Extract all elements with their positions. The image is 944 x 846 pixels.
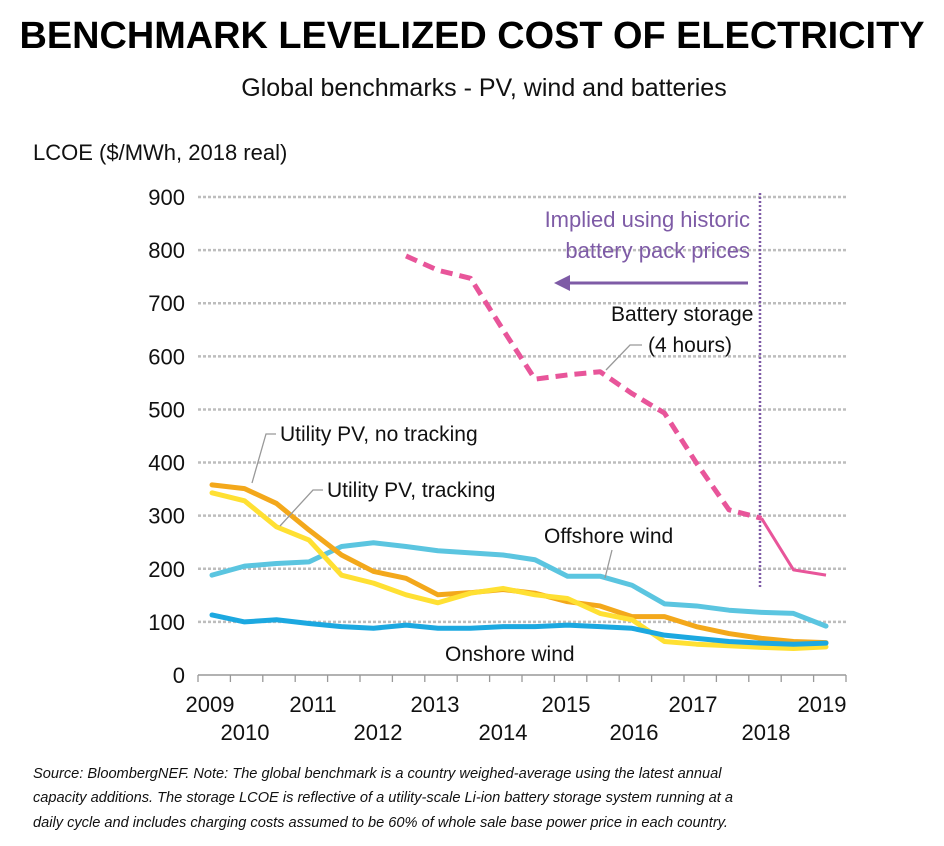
series-line-onshore-wind	[209, 612, 829, 647]
y-tick-labels: 0 100 200 300 400 500 600 700 800 900	[148, 185, 185, 688]
y-tick-label: 700	[148, 291, 185, 316]
implied-arrow-head-icon	[554, 275, 570, 291]
gridlines	[198, 195, 846, 624]
pv-no-tracking-leader-line	[251, 433, 276, 484]
y-tick-label: 600	[148, 344, 185, 369]
chart-subtitle: Global benchmarks - PV, wind and batteri…	[241, 74, 726, 102]
y-tick-label: 300	[148, 504, 185, 529]
series-lines	[209, 253, 829, 651]
x-tick-label: 2009	[186, 692, 235, 717]
x-tick-label: 2015	[542, 692, 591, 717]
series-line-offshore-wind	[209, 540, 829, 629]
y-tick-label: 200	[148, 557, 185, 582]
implied-label-line2: battery pack prices	[565, 238, 750, 263]
battery-label-line1: Battery storage	[611, 303, 753, 326]
x-tick-label: 2014	[479, 720, 528, 745]
pv-tracking-label: Utility PV, tracking	[327, 479, 495, 502]
x-tick-label: 2018	[742, 720, 791, 745]
y-tick-label: 800	[148, 238, 185, 263]
offshore-label: Offshore wind	[544, 525, 673, 548]
x-tick-label: 2017	[669, 692, 718, 717]
x-tick-labels: 2009 2010 2011 2012 2013 2014 2015 2016 2017 2018…	[186, 692, 847, 745]
pv-no-tracking-label: Utility PV, no tracking	[280, 423, 478, 446]
chart-title: BENCHMARK LEVELIZED COST OF ELECTRICITY	[20, 15, 925, 57]
series-line-battery-storage-4-hours-dashed	[404, 253, 763, 521]
series-line-battery-storage-4-hours-solid	[760, 517, 827, 577]
offshore-leader-line	[604, 549, 613, 579]
pv-tracking-leader-line	[279, 489, 323, 527]
y-tick-label: 100	[148, 610, 185, 635]
onshore-label: Onshore wind	[445, 643, 575, 666]
x-tick-label: 2019	[798, 692, 847, 717]
footnote-line-2: capacity additions. The storage LCOE is …	[33, 790, 733, 806]
x-tick-label: 2013	[411, 692, 460, 717]
implied-label-line1: Implied using historic	[545, 207, 750, 232]
x-tick-label: 2010	[221, 720, 270, 745]
x-axis	[197, 674, 847, 682]
x-tick-label: 2011	[289, 692, 336, 717]
y-tick-label: 500	[148, 397, 185, 422]
y-tick-label: 0	[173, 663, 185, 688]
battery-leader-line	[605, 344, 642, 371]
y-tick-label: 400	[148, 451, 185, 476]
footnote-line-1: Source: BloombergNEF. Note: The global b…	[33, 766, 722, 782]
x-tick-label: 2016	[610, 720, 659, 745]
battery-label-line2: (4 hours)	[648, 334, 732, 357]
x-tick-label: 2012	[354, 720, 403, 745]
y-tick-label: 900	[148, 185, 185, 210]
footnote-line-3: daily cycle and includes charging costs …	[33, 815, 728, 831]
series-line-utility-pv-tracking	[209, 490, 829, 651]
y-axis-label: LCOE ($/MWh, 2018 real)	[33, 140, 287, 165]
